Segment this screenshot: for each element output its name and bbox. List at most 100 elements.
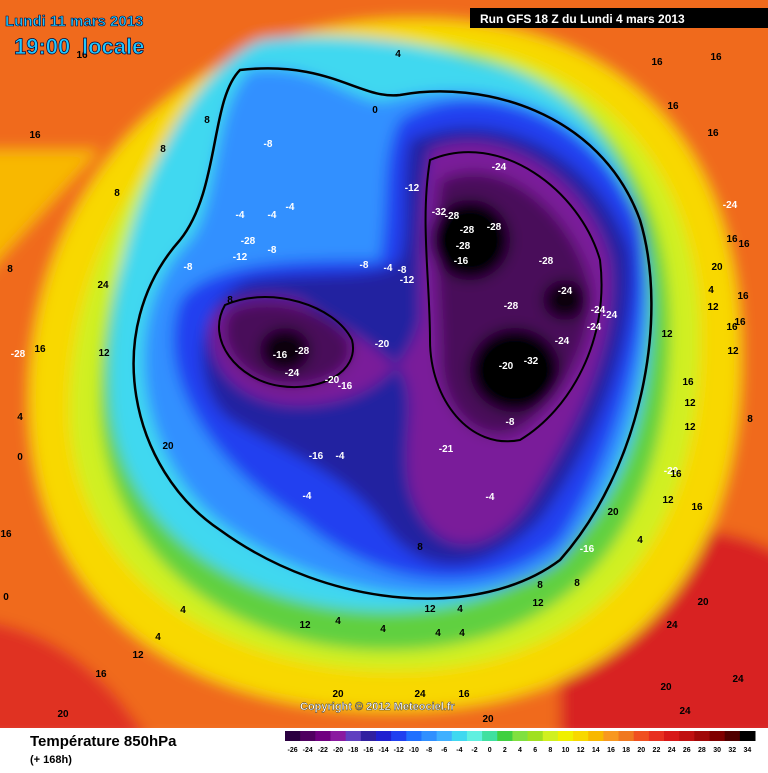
legend-swatch [421, 731, 438, 741]
contour-label: 24 [414, 689, 426, 700]
legend-swatch [633, 731, 650, 741]
contour-label: 0 [3, 592, 9, 603]
legend-tick-label: 18 [622, 747, 630, 754]
legend-swatch [497, 731, 513, 741]
contour-label: 12 [684, 398, 696, 409]
contour-label: 4 [17, 412, 23, 423]
contour-label: -24 [591, 305, 606, 316]
contour-label: 20 [660, 682, 672, 693]
contour-label: 16 [458, 689, 470, 700]
legend-swatch [573, 731, 589, 741]
contour-label: 12 [424, 604, 436, 615]
contour-label: -16 [309, 451, 324, 462]
legend-tick-label: 24 [668, 747, 676, 754]
legend-swatch [709, 731, 726, 741]
contour-label: 12 [132, 650, 144, 661]
contour-label: 12 [299, 620, 311, 631]
contour-label: -24 [285, 368, 300, 379]
contour-label: -8 [264, 139, 273, 150]
contour-label: 16 [707, 128, 719, 139]
contour-label: 4 [380, 624, 386, 635]
contour-label: 8 [160, 144, 166, 155]
contour-label: 20 [697, 597, 709, 608]
contour-label: -8 [184, 262, 193, 273]
legend-tick-label: -16 [363, 747, 373, 754]
contour-label: -16 [580, 544, 595, 555]
legend-tick-label: 16 [607, 747, 615, 754]
legend-swatch [739, 731, 756, 741]
legend-swatch [527, 731, 544, 741]
contour-label: 16 [726, 322, 738, 333]
contour-label: 12 [707, 302, 719, 313]
contour-label: -24 [603, 310, 618, 321]
legend-tick-label: -8 [426, 747, 432, 754]
contour-label: 16 [738, 239, 750, 250]
legend-tick-label: 22 [653, 747, 661, 754]
legend-swatch [391, 731, 407, 741]
contour-label: 8 [227, 295, 233, 306]
footer-subtitle: (+ 168h) [30, 754, 72, 766]
legend-tick-label: 6 [533, 747, 537, 754]
legend-swatch [618, 731, 635, 741]
contour-label: 24 [97, 280, 109, 291]
contour-label: 24 [679, 706, 691, 717]
contour-label: 16 [682, 377, 694, 388]
contour-label: -24 [558, 286, 573, 297]
contour-label: -4 [384, 263, 393, 274]
contour-label: -16 [338, 381, 353, 392]
contour-label: -8 [398, 265, 407, 276]
contour-label: 8 [537, 580, 543, 591]
legend-tick-label: -4 [456, 747, 462, 754]
legend-tick-label: -10 [409, 747, 419, 754]
contour-label: 12 [727, 346, 739, 357]
legend-swatch [679, 731, 695, 741]
legend-tick-label: 20 [637, 747, 645, 754]
legend-tick-label: 10 [562, 747, 570, 754]
contour-label: -20 [499, 361, 514, 372]
contour-label: -28 [487, 222, 502, 233]
legend-tick-label: -26 [288, 747, 298, 754]
contour-label: 20 [332, 689, 344, 700]
contour-label: 4 [395, 49, 401, 60]
contour-label: 12 [98, 348, 110, 359]
legend-swatch [603, 731, 620, 741]
contour-label: -16 [273, 350, 288, 361]
date: Lundi 11 mars 2013 [5, 13, 143, 30]
contour-label: -20 [375, 339, 390, 350]
legend-swatch [588, 731, 604, 741]
contour-label: 20 [607, 507, 619, 518]
legend-swatch [694, 731, 711, 741]
contour-label: 12 [0, 0, 6, 3]
contour-label: -8 [360, 260, 369, 271]
contour-label: -32 [432, 207, 447, 218]
contour-label: -4 [486, 492, 495, 503]
legend-tick-label: 2 [503, 747, 507, 754]
color-legend: -26 -24 -22 -20 -18 -16 -14 -12 -10 -8 -6 -4 -2 0 2 4 6 8… [285, 731, 756, 754]
legend-swatch [330, 731, 347, 741]
contour-label: -4 [268, 210, 277, 221]
contour-label: 16 [734, 317, 746, 328]
legend-tick-label: 32 [728, 747, 736, 754]
run: Run GFS 18 Z du Lundi 4 mars 2013 [480, 12, 685, 26]
contour-label: -12 [405, 183, 420, 194]
contour-label: 16 [34, 344, 46, 355]
contour-label: 4 [459, 628, 465, 639]
contour-label: 0 [17, 452, 23, 463]
contour-label: 8 [114, 188, 120, 199]
legend-tick-label: 12 [577, 747, 585, 754]
contour-label: 8 [574, 578, 580, 589]
legend-tick-label: 30 [713, 747, 721, 754]
legend-swatch [315, 731, 331, 741]
legend-swatch [542, 731, 559, 741]
contour-label: 16 [95, 669, 107, 680]
legend-swatch [375, 731, 392, 741]
contour-label: 4 [155, 632, 161, 643]
legend-tick-label: -6 [441, 747, 447, 754]
legend-swatch [436, 731, 453, 741]
legend-tick-label: 34 [744, 747, 752, 754]
legend-swatch [724, 731, 741, 741]
contour-label: -20 [325, 375, 340, 386]
legend-tick-label: -24 [303, 747, 313, 754]
legend-tick-label: -14 [378, 747, 388, 754]
